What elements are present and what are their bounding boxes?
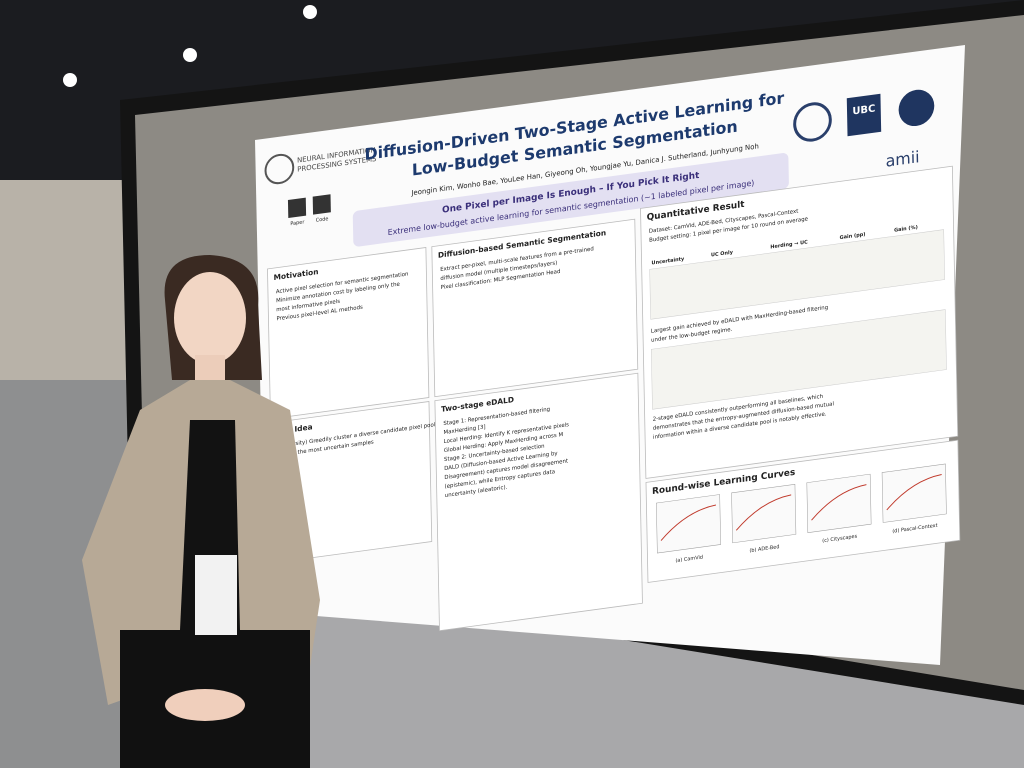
poster-panel	[434, 372, 643, 632]
logo-text: UBC	[852, 103, 875, 117]
badge	[195, 555, 237, 635]
logo-text: amii	[885, 147, 919, 171]
qr-code	[287, 197, 307, 218]
poster-panel	[431, 218, 639, 398]
table-header: Herding → UC	[770, 239, 808, 250]
curve-plot	[656, 494, 721, 554]
section-line: MaxHerding [3]	[443, 424, 485, 436]
university-logo	[898, 89, 935, 127]
curve-caption: (a) CamVid	[675, 554, 703, 564]
curve-line	[660, 504, 716, 541]
ceiling-light	[183, 48, 197, 62]
poster-panel	[267, 247, 430, 420]
table-header: Gain (pp)	[840, 232, 866, 242]
conference-logo	[264, 153, 295, 185]
table-body	[649, 229, 945, 320]
qr-label: Code	[316, 216, 329, 224]
tagline-band	[352, 153, 789, 247]
qr-label: Paper	[290, 219, 305, 227]
university-logo	[793, 102, 832, 142]
ceiling-light	[303, 5, 317, 19]
qr-code	[312, 194, 331, 215]
face	[174, 272, 246, 364]
ubc-logo	[846, 93, 882, 137]
table-header: UC Only	[711, 249, 734, 258]
curve-line	[811, 484, 867, 521]
curve-caption: (b) ADE-Bed	[749, 544, 779, 554]
table-header: Uncertainty	[651, 256, 685, 267]
curve-plot	[881, 463, 947, 523]
hands	[165, 689, 245, 721]
table-header: Gain (%)	[894, 225, 918, 234]
curve-caption: (c) Cityscapes	[822, 533, 857, 544]
curve-plot	[806, 473, 872, 533]
curve-line	[886, 473, 942, 511]
person	[82, 255, 320, 768]
curve-line	[735, 494, 792, 531]
ceiling-light	[63, 73, 77, 87]
poster-panel	[645, 439, 961, 583]
table-body	[651, 309, 947, 410]
curve-plot	[731, 484, 797, 544]
